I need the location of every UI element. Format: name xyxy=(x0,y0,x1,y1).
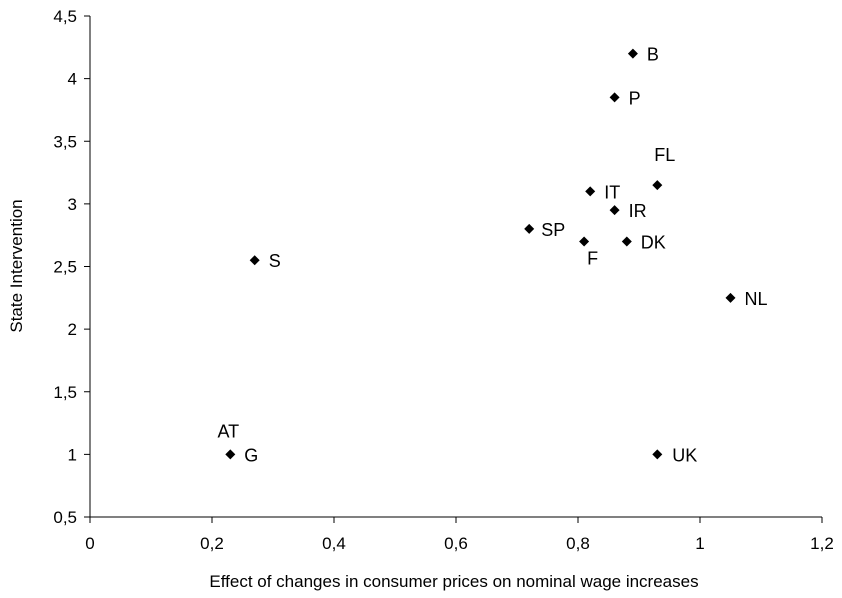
data-point-sp xyxy=(524,223,535,234)
data-point-nl xyxy=(725,292,736,303)
data-point-dk xyxy=(621,236,632,247)
y-tick-label: 3,5 xyxy=(53,132,77,151)
y-axis-ticks: 0,5 1 1,5 2 2,5 3 3,5 4 4,5 xyxy=(53,7,90,527)
y-tick-label: 4,5 xyxy=(53,7,77,26)
point-label-uk: UK xyxy=(672,445,697,465)
y-tick-label: 1 xyxy=(68,445,77,464)
point-label-f: F xyxy=(587,248,598,268)
x-tick-label: 0,4 xyxy=(322,534,346,553)
data-point-ir xyxy=(609,205,620,216)
point-label-fl: FL xyxy=(654,145,675,165)
point-label-p: P xyxy=(629,88,641,108)
data-point-uk xyxy=(652,449,663,460)
point-label-sp: SP xyxy=(541,220,565,240)
y-tick-label: 4 xyxy=(68,70,77,89)
x-tick-label: 1 xyxy=(695,534,704,553)
data-point-fl xyxy=(652,180,663,191)
data-points xyxy=(225,48,736,460)
axes xyxy=(89,16,822,518)
data-point-f xyxy=(579,236,590,247)
point-label-g: G xyxy=(244,445,258,465)
y-axis-title: State Intervention xyxy=(7,199,26,332)
point-label-b: B xyxy=(647,45,659,65)
point-label-ir: IR xyxy=(629,201,647,221)
x-tick-label: 0,6 xyxy=(444,534,468,553)
point-label-nl: NL xyxy=(745,289,768,309)
x-tick-label: 1,2 xyxy=(810,534,834,553)
y-tick-label: 2 xyxy=(68,320,77,339)
x-tick-label: 0,8 xyxy=(566,534,590,553)
y-tick-label: 3 xyxy=(68,195,77,214)
data-point-b xyxy=(627,48,638,59)
point-label-dk: DK xyxy=(641,232,666,252)
point-label-it: IT xyxy=(604,182,620,202)
point-labels: B P FL IT IR SP F DK S NL ATG UK xyxy=(217,45,767,466)
x-axis-title: Effect of changes in consumer prices on … xyxy=(209,572,698,591)
data-point-it xyxy=(585,186,596,197)
point-label-at: AT xyxy=(217,421,239,441)
point-label-s: S xyxy=(269,251,281,271)
x-axis-ticks: 0 0,2 0,4 0,6 0,8 1 1,2 xyxy=(85,517,834,553)
x-tick-label: 0 xyxy=(85,534,94,553)
y-tick-label: 2,5 xyxy=(53,258,77,277)
y-tick-label: 0,5 xyxy=(53,508,77,527)
data-point-s xyxy=(249,255,260,266)
x-tick-label: 0,2 xyxy=(200,534,224,553)
data-point-p xyxy=(609,92,620,103)
data-point-at xyxy=(225,449,236,460)
y-tick-label: 1,5 xyxy=(53,383,77,402)
